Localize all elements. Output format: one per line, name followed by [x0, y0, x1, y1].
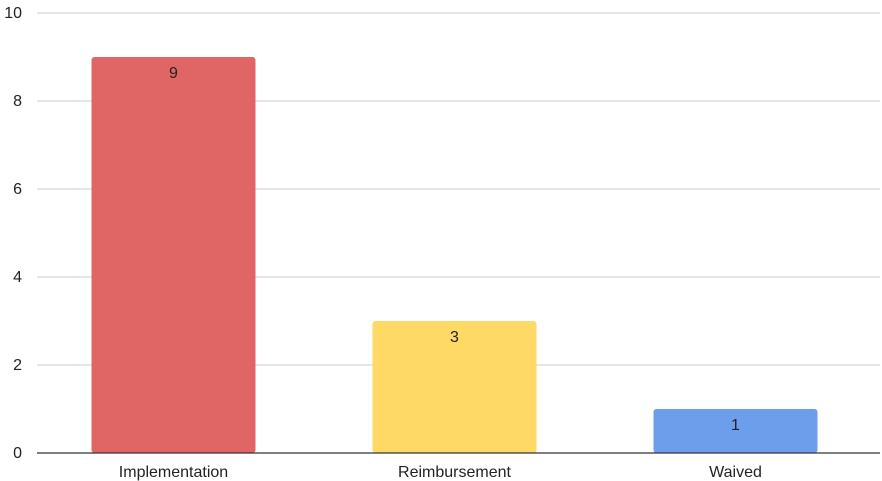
bar-reimbursement [372, 321, 537, 453]
y-tick-label: 2 [13, 357, 22, 374]
y-axis-tick-labels: 0 2 4 6 8 10 [4, 5, 22, 462]
x-tick-label-reimbursement: Reimbursement [398, 464, 511, 481]
x-tick-label-implementation: Implementation [119, 464, 228, 481]
y-tick-label: 8 [13, 93, 22, 110]
y-tick-label: 6 [13, 181, 22, 198]
data-label-implementation: 9 [169, 65, 178, 82]
x-axis-category-labels: Implementation Reimbursement Waived [119, 464, 762, 481]
bars [91, 57, 818, 453]
y-tick-label: 10 [4, 5, 22, 22]
y-tick-label: 4 [13, 269, 22, 286]
bar-implementation [91, 57, 256, 453]
x-tick-label-waived: Waived [709, 464, 762, 481]
bar-waived [653, 409, 818, 453]
data-labels: 9 3 1 [169, 65, 740, 434]
data-label-waived: 1 [731, 417, 740, 434]
y-tick-label: 0 [13, 445, 22, 462]
data-label-reimbursement: 3 [450, 329, 459, 346]
